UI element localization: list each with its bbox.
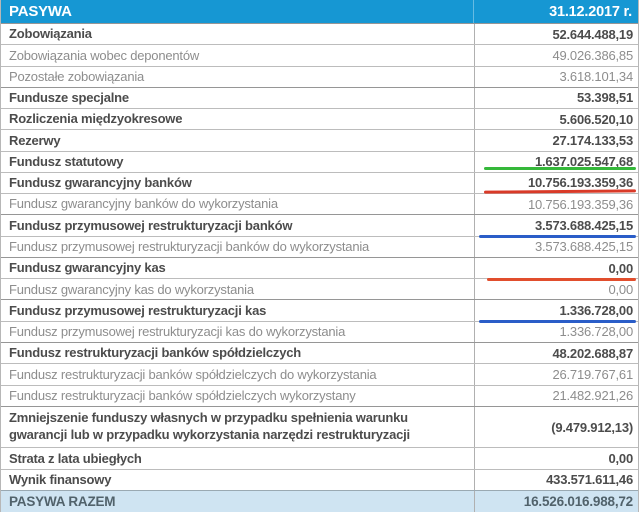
- table-body: Zobowiązania 52.644.488,19 Zobowiązania wo…: [1, 23, 638, 490]
- table-row: Fundusz przymusowej restrukturyzacji ban…: [1, 235, 638, 257]
- table-row: Zobowiązania wobec deponentów 49.026.386,…: [1, 44, 638, 66]
- table-row: Fundusz gwarancyjny banków do wykorzysta…: [1, 193, 638, 215]
- table-row: Fundusz przymusowej restrukturyzacji kas…: [1, 320, 638, 342]
- row-label: Zobowiązania: [1, 24, 475, 45]
- row-value: 27.174.133,53: [552, 132, 633, 148]
- row-value: 21.482.921,26: [552, 388, 633, 404]
- row-label: Wynik finansowy: [1, 469, 475, 490]
- table-row: Zmniejszenie funduszy własnych w przypad…: [1, 405, 638, 448]
- row-value: 3.573.688.425,15: [475, 215, 638, 238]
- table-row: Rezerwy 27.174.133,53: [1, 129, 638, 151]
- table-row: Fundusz restrukturyzacji banków spółdzie…: [1, 363, 638, 385]
- row-value: 10.756.193.359,36: [475, 173, 638, 194]
- row-label: Fundusz przymusowej restrukturyzacji ban…: [1, 236, 475, 257]
- row-label: Fundusz gwarancyjny kas: [1, 257, 475, 279]
- row-value: 0,00: [608, 450, 633, 466]
- row-value: 1.336.728,00: [475, 300, 638, 323]
- table-row: Fundusz restrukturyzacji banków spółdzie…: [1, 384, 638, 406]
- row-label: Fundusz gwarancyjny banków: [1, 172, 475, 194]
- row-value: (9.479.912,13): [551, 419, 633, 435]
- table-header-row: PASYWA 31.12.2017 r.: [1, 0, 638, 23]
- row-label: Fundusz gwarancyjny kas do wykorzystania: [1, 279, 475, 300]
- row-label: Fundusz gwarancyjny banków do wykorzysta…: [1, 194, 475, 215]
- table-title: PASYWA: [9, 3, 72, 20]
- row-value: 53.398,51: [576, 90, 633, 106]
- row-value: 3.573.688.425,15: [534, 239, 633, 255]
- table-row: Fundusz przymusowej restrukturyzacji kas…: [1, 299, 638, 323]
- row-label: Fundusz restrukturyzacji banków spółdzie…: [1, 364, 475, 385]
- total-row: PASYWA RAZEM 16.526.016.988,72: [1, 490, 638, 512]
- table-row: Fundusze specjalne 53.398,51: [1, 86, 638, 109]
- row-label: Fundusze specjalne: [1, 87, 475, 109]
- row-value: 3.618.101,34: [559, 69, 633, 85]
- table-row: Rozliczenia międzyokresowe 5.606.520,10: [1, 108, 638, 130]
- row-label: Zmniejszenie funduszy własnych w przypad…: [1, 406, 475, 448]
- table-row: Fundusz gwarancyjny banków 10.756.193.359…: [1, 171, 638, 194]
- row-label: Fundusz restrukturyzacji banków spółdzie…: [1, 385, 475, 406]
- row-value: 0,00: [608, 281, 633, 297]
- row-label: Zobowiązania wobec deponentów: [1, 45, 475, 66]
- row-value: 1.336.728,00: [559, 324, 633, 340]
- table-row: Pozostałe zobowiązania 3.618.101,34: [1, 65, 638, 87]
- column-header-date: 31.12.2017 r.: [473, 0, 638, 23]
- row-value: 48.202.688,87: [552, 345, 633, 361]
- row-value: 433.571.611,46: [546, 472, 633, 488]
- row-label: Fundusz przymusowej restrukturyzacji ban…: [1, 215, 475, 236]
- table-row: Fundusz restrukturyzacji banków spółdzie…: [1, 341, 638, 364]
- table-row: Wynik finansowy 433.571.611,46: [1, 468, 638, 490]
- row-label: Rezerwy: [1, 130, 475, 151]
- table-row: Fundusz gwarancyjny kas do wykorzystania…: [1, 278, 638, 300]
- row-value: 10.756.193.359,36: [527, 196, 633, 212]
- row-value: 52.644.488,19: [552, 26, 633, 42]
- table-row: Fundusz statutowy 1.637.025.547,68: [1, 150, 638, 172]
- row-label: Fundusz przymusowej restrukturyzacji kas: [1, 300, 475, 321]
- table-row: Zobowiązania 52.644.488,19: [1, 23, 638, 45]
- row-value: 1.637.025.547,68: [475, 152, 638, 172]
- row-label: Rozliczenia międzyokresowe: [1, 109, 475, 130]
- row-value: 5.606.520,10: [559, 111, 633, 127]
- row-label: Fundusz przymusowej restrukturyzacji kas…: [1, 321, 475, 342]
- row-label: Strata z lata ubiegłych: [1, 448, 475, 469]
- row-label: Fundusz statutowy: [1, 151, 475, 172]
- annotation-underline-green: [484, 166, 636, 170]
- table-row: Fundusz gwarancyjny kas 0,00: [1, 256, 638, 282]
- row-value: 49.026.386,85: [552, 47, 633, 63]
- table-row: Strata z lata ubiegłych 0,00: [1, 447, 638, 469]
- table-row: Fundusz przymusowej restrukturyzacji ban…: [1, 214, 638, 238]
- total-label: PASYWA RAZEM: [1, 491, 475, 512]
- total-value: 16.526.016.988,72: [523, 494, 633, 509]
- row-label: Pozostałe zobowiązania: [1, 66, 475, 87]
- row-value: 26.719.767,61: [552, 366, 633, 382]
- row-value: 0,00: [475, 258, 638, 282]
- row-label: Fundusz restrukturyzacji banków spółdzie…: [1, 342, 475, 364]
